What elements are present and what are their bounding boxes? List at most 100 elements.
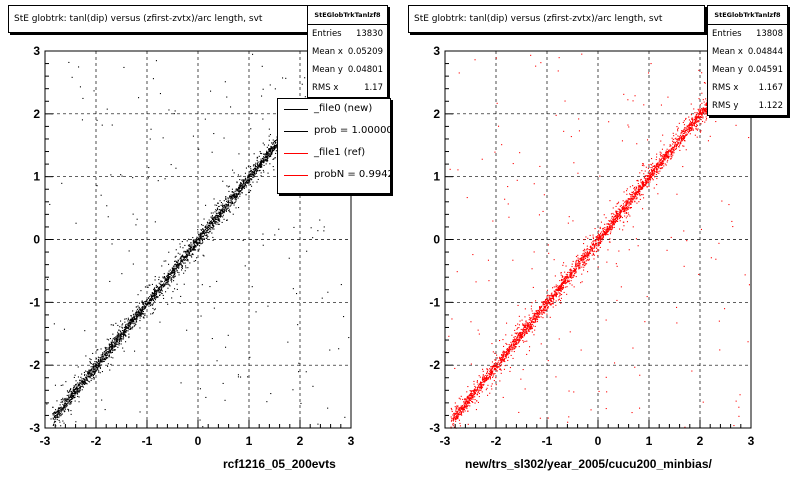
- data-point: [521, 332, 523, 334]
- data-point: [247, 177, 249, 179]
- data-point: [191, 249, 193, 251]
- data-point: [74, 396, 76, 398]
- data-point: [217, 209, 219, 211]
- data-point: [222, 214, 224, 216]
- data-point: [547, 306, 549, 308]
- data-point: [155, 292, 157, 294]
- data-point: [165, 260, 167, 262]
- data-point: [243, 180, 245, 182]
- data-point: [109, 352, 111, 354]
- data-point: [180, 263, 182, 265]
- data-point: [515, 340, 517, 342]
- data-point: [93, 377, 95, 379]
- data-point: [183, 250, 185, 252]
- data-point: [187, 249, 189, 251]
- data-point: [119, 339, 121, 341]
- data-point: [167, 276, 169, 278]
- data-point: [126, 326, 128, 328]
- data-point: [141, 306, 143, 308]
- data-point: [159, 294, 161, 296]
- data-point: [238, 153, 240, 155]
- data-point: [312, 237, 314, 239]
- data-point: [82, 97, 84, 99]
- data-point: [691, 117, 693, 119]
- data-point: [161, 265, 163, 267]
- data-point: [69, 389, 71, 391]
- data-point: [108, 352, 110, 354]
- data-point: [227, 197, 229, 199]
- data-point: [570, 271, 572, 273]
- data-point: [228, 209, 230, 211]
- data-point: [637, 183, 639, 185]
- data-point: [235, 196, 237, 198]
- data-point: [516, 337, 518, 339]
- data-point: [183, 256, 185, 258]
- data-point: [250, 173, 252, 175]
- data-point: [127, 327, 129, 329]
- data-point: [163, 282, 165, 284]
- data-point: [566, 277, 568, 279]
- data-point: [64, 408, 66, 410]
- data-point: [218, 223, 220, 225]
- data-point: [242, 179, 244, 181]
- data-point: [114, 338, 116, 340]
- data-point: [71, 392, 73, 394]
- data-point: [145, 301, 147, 303]
- data-point: [192, 239, 194, 241]
- data-point: [174, 256, 176, 258]
- data-point: [101, 360, 103, 362]
- data-point: [179, 302, 181, 304]
- data-point: [292, 288, 294, 290]
- data-point: [244, 265, 246, 267]
- data-point: [197, 243, 199, 245]
- data-point: [75, 391, 77, 393]
- data-point: [270, 393, 272, 395]
- data-point: [642, 185, 644, 187]
- data-point: [210, 222, 212, 224]
- data-point: [512, 347, 514, 349]
- data-point: [172, 265, 174, 267]
- data-point: [650, 174, 652, 176]
- data-point: [117, 324, 119, 326]
- data-point: [253, 171, 255, 173]
- data-point: [660, 158, 662, 160]
- data-point: [239, 191, 241, 193]
- data-point: [611, 221, 613, 223]
- data-point: [106, 354, 108, 356]
- data-point: [211, 232, 213, 234]
- data-point: [88, 370, 90, 372]
- data-point: [665, 150, 667, 152]
- data-point: [169, 273, 171, 275]
- data-point: [600, 236, 602, 238]
- data-point: [170, 272, 172, 274]
- data-point: [96, 119, 98, 121]
- data-point: [244, 186, 246, 188]
- data-point: [152, 304, 154, 306]
- data-point: [271, 147, 273, 149]
- data-point: [241, 192, 243, 194]
- data-point: [528, 322, 530, 324]
- data-point: [256, 156, 258, 158]
- data-point: [458, 410, 460, 412]
- data-point: [665, 152, 667, 154]
- data-point: [227, 186, 229, 188]
- data-point: [529, 330, 531, 332]
- data-point: [472, 394, 474, 396]
- data-point: [607, 230, 609, 232]
- data-point: [689, 122, 691, 124]
- data-point: [274, 234, 276, 236]
- data-point: [185, 255, 187, 257]
- data-point: [705, 116, 707, 118]
- data-point: [81, 378, 83, 380]
- data-point: [293, 226, 295, 228]
- stats-row: RMS x 1.17: [312, 83, 383, 93]
- data-point: [107, 348, 109, 350]
- data-point: [208, 224, 210, 226]
- data-point: [262, 161, 264, 163]
- data-point: [483, 378, 485, 380]
- data-point: [206, 235, 208, 237]
- data-point: [132, 317, 134, 319]
- data-point: [198, 238, 200, 240]
- data-point: [91, 378, 93, 380]
- data-point: [60, 409, 62, 411]
